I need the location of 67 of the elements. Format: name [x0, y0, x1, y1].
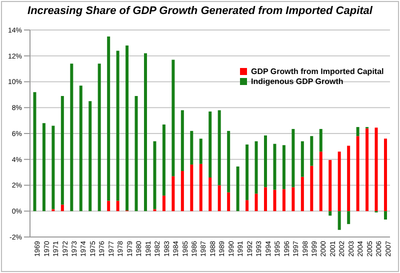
bar — [227, 192, 230, 212]
bar — [134, 96, 138, 212]
legend-label: Indigenous GDP Growth — [251, 77, 344, 86]
bar — [60, 204, 64, 212]
bar — [79, 86, 82, 212]
bar — [98, 64, 101, 212]
bar — [338, 211, 341, 230]
bar — [347, 146, 350, 212]
bar — [356, 127, 360, 136]
bar — [190, 130, 194, 165]
bar — [273, 144, 276, 190]
bar — [254, 141, 258, 194]
bar — [180, 110, 184, 172]
bar — [347, 211, 350, 224]
bar — [52, 126, 55, 210]
bar — [208, 112, 212, 178]
bar — [328, 160, 332, 212]
bar — [356, 136, 360, 212]
bar — [199, 138, 202, 164]
legend-label: GDP Growth from Imported Capital — [251, 67, 384, 76]
bar — [190, 164, 194, 212]
bar — [153, 141, 156, 210]
bar — [107, 200, 110, 212]
bar — [218, 185, 221, 212]
bar — [328, 211, 332, 216]
chart-title: Increasing Share of GDP Growth Generated from Imported Capital — [26, 5, 374, 17]
bar — [300, 176, 304, 212]
bar — [264, 135, 267, 188]
bar — [273, 190, 276, 212]
bar — [199, 164, 202, 212]
bar — [384, 211, 387, 220]
bar — [227, 130, 230, 192]
bar — [254, 194, 258, 212]
bar — [33, 92, 36, 212]
bar — [236, 166, 240, 212]
bar — [218, 110, 221, 186]
bar — [180, 171, 184, 212]
bar — [60, 96, 64, 205]
bar — [310, 166, 314, 212]
bar — [384, 138, 387, 212]
bar — [246, 144, 249, 200]
bar — [162, 124, 166, 196]
bar — [116, 50, 120, 201]
bar — [338, 152, 341, 212]
bar — [42, 123, 46, 212]
bar — [292, 187, 295, 212]
bar — [126, 46, 129, 210]
bar — [162, 196, 166, 212]
bar — [116, 200, 120, 212]
bar — [107, 36, 110, 201]
bar — [282, 145, 286, 190]
bar — [300, 141, 304, 177]
bar — [88, 101, 92, 212]
bar — [366, 128, 369, 212]
bar — [310, 136, 314, 166]
bar — [246, 200, 249, 212]
bar — [319, 152, 322, 212]
bar — [292, 128, 295, 188]
bar — [70, 64, 74, 212]
bar — [208, 177, 212, 212]
bar — [374, 128, 378, 212]
bar — [282, 189, 286, 212]
bar — [172, 176, 175, 212]
bar — [264, 187, 267, 212]
bar — [319, 128, 322, 152]
bar — [144, 53, 147, 212]
bar — [172, 60, 175, 176]
